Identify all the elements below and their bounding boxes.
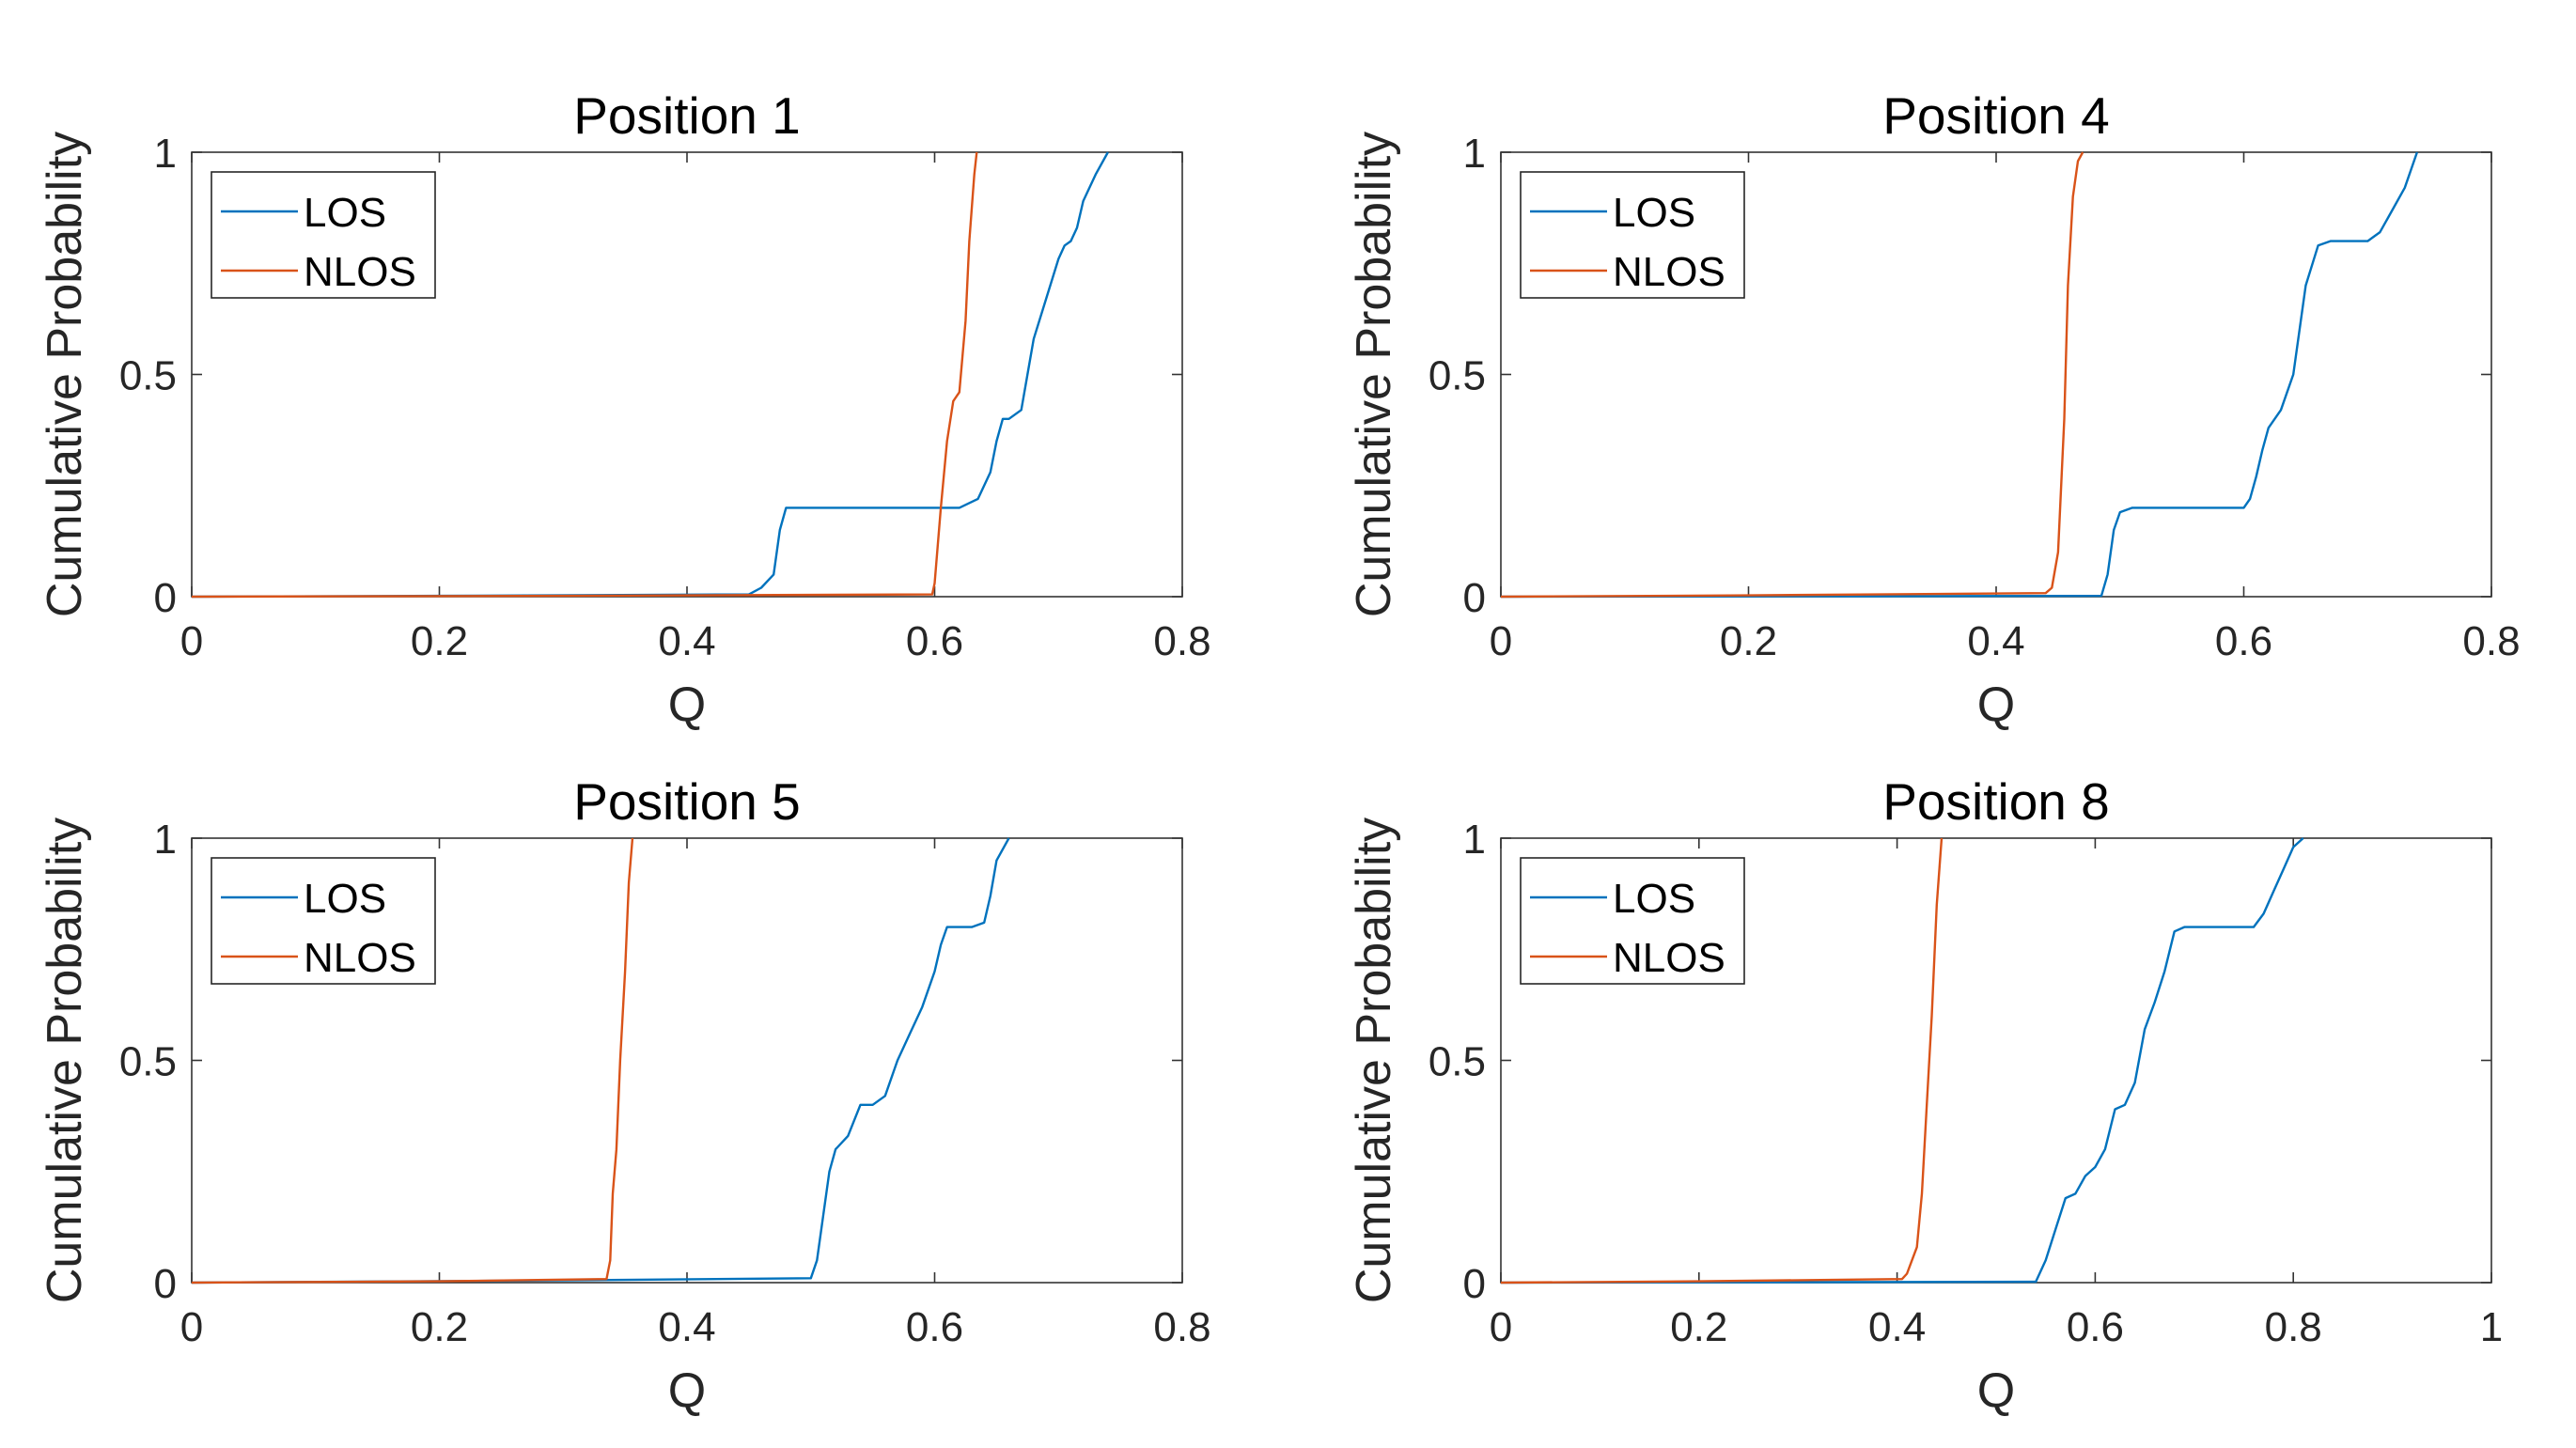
y-tick-label: 1 [154, 131, 177, 177]
x-tick-label: 0.6 [906, 618, 963, 664]
legend-label-nlos: NLOS [1613, 935, 1725, 981]
series-line-nlos [1500, 837, 1944, 1285]
series-line-los [1500, 837, 2304, 1285]
x-tick-label: 0 [180, 1304, 203, 1350]
y-axis-label: Cumulative Probability [38, 817, 92, 1303]
x-tick-label: 0.2 [411, 1304, 468, 1350]
x-axis-label: Q [1977, 677, 2015, 732]
y-tick-label: 0.5 [1429, 353, 1486, 399]
y-tick-label: 0.5 [119, 1039, 177, 1085]
chart-panel-4: 0 0.2 0.4 0.6 0.8 1 0 0.5 1 Position 8 Q Cumulative… [1347, 772, 2503, 1418]
x-tick-label: 0.4 [1868, 1304, 1926, 1350]
chart-panel-1: 0 0.2 0.4 0.6 0.8 0 0.5 1 Position 1 Q Cumulative … [38, 86, 1211, 732]
x-tick-label: 0.2 [411, 618, 468, 664]
y-axis-label: Cumulative Probability [1347, 132, 1401, 617]
x-tick-label: 0.8 [1153, 1304, 1210, 1350]
y-tick-label: 0 [1463, 1261, 1486, 1307]
legend-label-los: LOS [304, 876, 386, 922]
x-tick-label: 0.8 [1153, 618, 1210, 664]
legend-label-los: LOS [1613, 876, 1695, 922]
series-line-los [1500, 151, 2419, 599]
series-line-los [191, 837, 1010, 1285]
chart-title: Position 1 [573, 86, 801, 145]
x-tick-label: 0.8 [2265, 1304, 2322, 1350]
legend: LOS NLOS [211, 171, 436, 299]
legend-label-nlos: NLOS [304, 249, 416, 295]
x-tick-label: 1 [2480, 1304, 2503, 1350]
legend: LOS NLOS [211, 857, 436, 985]
legend-label-los: LOS [304, 190, 386, 236]
series-line-nlos [1500, 151, 2084, 599]
x-tick-label: 0.2 [1720, 618, 1777, 664]
x-tick-label: 0.4 [658, 1304, 715, 1350]
y-tick-label: 0.5 [1429, 1039, 1486, 1085]
chart-title: Position 4 [1882, 86, 2110, 145]
y-tick-label: 1 [1463, 817, 1486, 863]
x-tick-label: 0.4 [1967, 618, 2024, 664]
x-tick-label: 0 [1490, 618, 1512, 664]
legend: LOS NLOS [1520, 857, 1745, 985]
x-tick-label: 0.6 [2067, 1304, 2124, 1350]
x-tick-label: 0.8 [2462, 618, 2520, 664]
y-tick-label: 0.5 [119, 353, 177, 399]
chart-title: Position 8 [1882, 772, 2110, 831]
chart-panel-2: 0 0.2 0.4 0.6 0.8 0 0.5 1 Position 4 Q Cumulative … [1347, 86, 2521, 732]
legend-box [1520, 857, 1745, 985]
y-tick-label: 0 [154, 1261, 177, 1307]
chart-panel-3: 0 0.2 0.4 0.6 0.8 0 0.5 1 Position 5 Q Cumulative … [38, 772, 1211, 1418]
x-tick-label: 0.6 [906, 1304, 963, 1350]
legend-box [211, 171, 436, 299]
series-line-nlos [191, 837, 634, 1285]
x-tick-label: 0.4 [658, 618, 715, 664]
legend-label-los: LOS [1613, 190, 1695, 236]
y-axis-label: Cumulative Probability [38, 132, 92, 617]
chart-title: Position 5 [573, 772, 801, 831]
x-axis-label: Q [1977, 1363, 2015, 1418]
legend-label-nlos: NLOS [304, 935, 416, 981]
x-tick-label: 0.2 [1670, 1304, 1727, 1350]
x-tick-label: 0 [1490, 1304, 1512, 1350]
y-axis-label: Cumulative Probability [1347, 817, 1401, 1303]
x-tick-label: 0 [180, 618, 203, 664]
legend-box [1520, 171, 1745, 299]
legend-label-nlos: NLOS [1613, 249, 1725, 295]
y-tick-label: 1 [154, 817, 177, 863]
x-tick-label: 0.6 [2215, 618, 2272, 664]
legend: LOS NLOS [1520, 171, 1745, 299]
y-tick-label: 0 [1463, 575, 1486, 621]
legend-box [211, 857, 436, 985]
y-tick-label: 1 [1463, 131, 1486, 177]
x-axis-label: Q [668, 677, 706, 732]
series-line-nlos [191, 151, 978, 599]
x-axis-label: Q [668, 1363, 706, 1418]
y-tick-label: 0 [154, 575, 177, 621]
series-line-los [191, 151, 1109, 599]
